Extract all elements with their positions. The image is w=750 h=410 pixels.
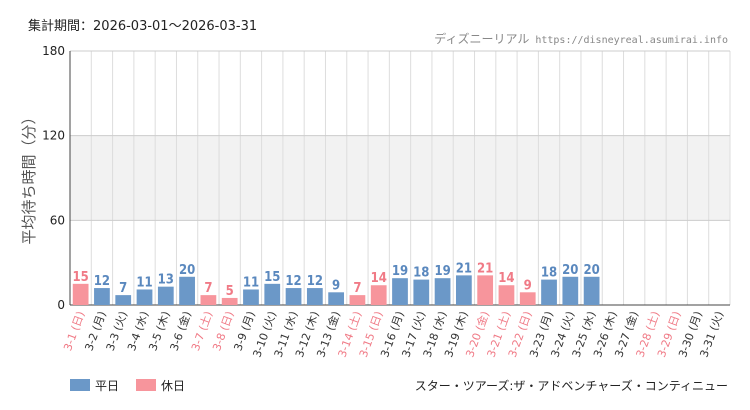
bar-value-label: 11 xyxy=(243,275,259,290)
bar-value-label: 19 xyxy=(392,264,408,279)
bar xyxy=(264,283,281,305)
bar-value-label: 12 xyxy=(94,274,110,289)
bar-value-label: 20 xyxy=(179,263,195,278)
bar xyxy=(94,288,110,305)
bar-value-label: 11 xyxy=(136,275,152,290)
period-text: 集計期間：2026-03-01～2026-03-31 xyxy=(28,18,257,34)
y-axis-label: 平均待ち時間（分） xyxy=(20,109,38,244)
bar-value-label: 20 xyxy=(562,263,578,278)
bar-value-label: 14 xyxy=(498,271,514,286)
band-0 xyxy=(70,135,730,221)
bar-value-label: 18 xyxy=(413,266,429,281)
attraction-name: スター・ツアーズ:ザ・アドベンチャーズ・コンティニュー xyxy=(415,378,728,393)
bar-value-label: 12 xyxy=(307,274,323,289)
y-tick-label: 0 xyxy=(57,298,65,312)
y-tick-label: 180 xyxy=(42,44,65,58)
bar xyxy=(519,292,536,305)
bar-value-label: 12 xyxy=(285,274,301,289)
bar-value-label: 15 xyxy=(73,270,89,285)
bar-value-label: 19 xyxy=(434,264,450,279)
legend-label-weekday: 平日 xyxy=(95,379,119,393)
bar xyxy=(562,276,579,305)
bar-value-label: 7 xyxy=(204,281,212,296)
y-tick-label: 60 xyxy=(50,213,65,227)
bar xyxy=(328,292,345,305)
bar xyxy=(200,295,217,305)
bar xyxy=(498,285,515,305)
legend-label-holiday: 休日 xyxy=(161,379,185,393)
bar xyxy=(434,278,451,305)
bar-value-label: 13 xyxy=(158,273,174,288)
bar-value-label: 7 xyxy=(353,281,361,296)
bar xyxy=(370,285,387,305)
bar-value-label: 21 xyxy=(456,261,472,276)
bar xyxy=(136,289,153,305)
bar xyxy=(413,279,430,305)
bar xyxy=(179,276,195,305)
legend: 平日 休日 xyxy=(70,379,185,393)
bar xyxy=(285,288,302,305)
bar-value-label: 18 xyxy=(541,266,557,281)
bar xyxy=(243,289,259,305)
bar xyxy=(583,276,600,305)
bar xyxy=(455,275,472,305)
bar-value-label: 9 xyxy=(332,278,340,293)
bar-value-label: 21 xyxy=(477,261,493,276)
bar-value-label: 14 xyxy=(371,271,387,286)
legend-swatch-weekday xyxy=(70,379,90,391)
bar xyxy=(221,297,238,305)
bar xyxy=(477,275,494,305)
site-credit: ディズニーリアル https://disneyreal.asumirai.info xyxy=(434,31,728,46)
bar xyxy=(541,279,557,305)
bar-value-label: 9 xyxy=(524,278,532,293)
bar xyxy=(72,283,89,305)
bar xyxy=(157,286,174,305)
bar xyxy=(115,295,132,305)
legend-swatch-holiday xyxy=(136,379,156,391)
bar-value-label: 7 xyxy=(119,281,127,296)
bar-value-label: 15 xyxy=(264,270,280,285)
bar xyxy=(349,295,366,305)
bar xyxy=(306,288,323,305)
y-tick-label: 120 xyxy=(42,129,65,143)
bar-value-label: 20 xyxy=(583,263,599,278)
bar-value-label: 5 xyxy=(226,284,234,299)
bar xyxy=(392,278,408,305)
